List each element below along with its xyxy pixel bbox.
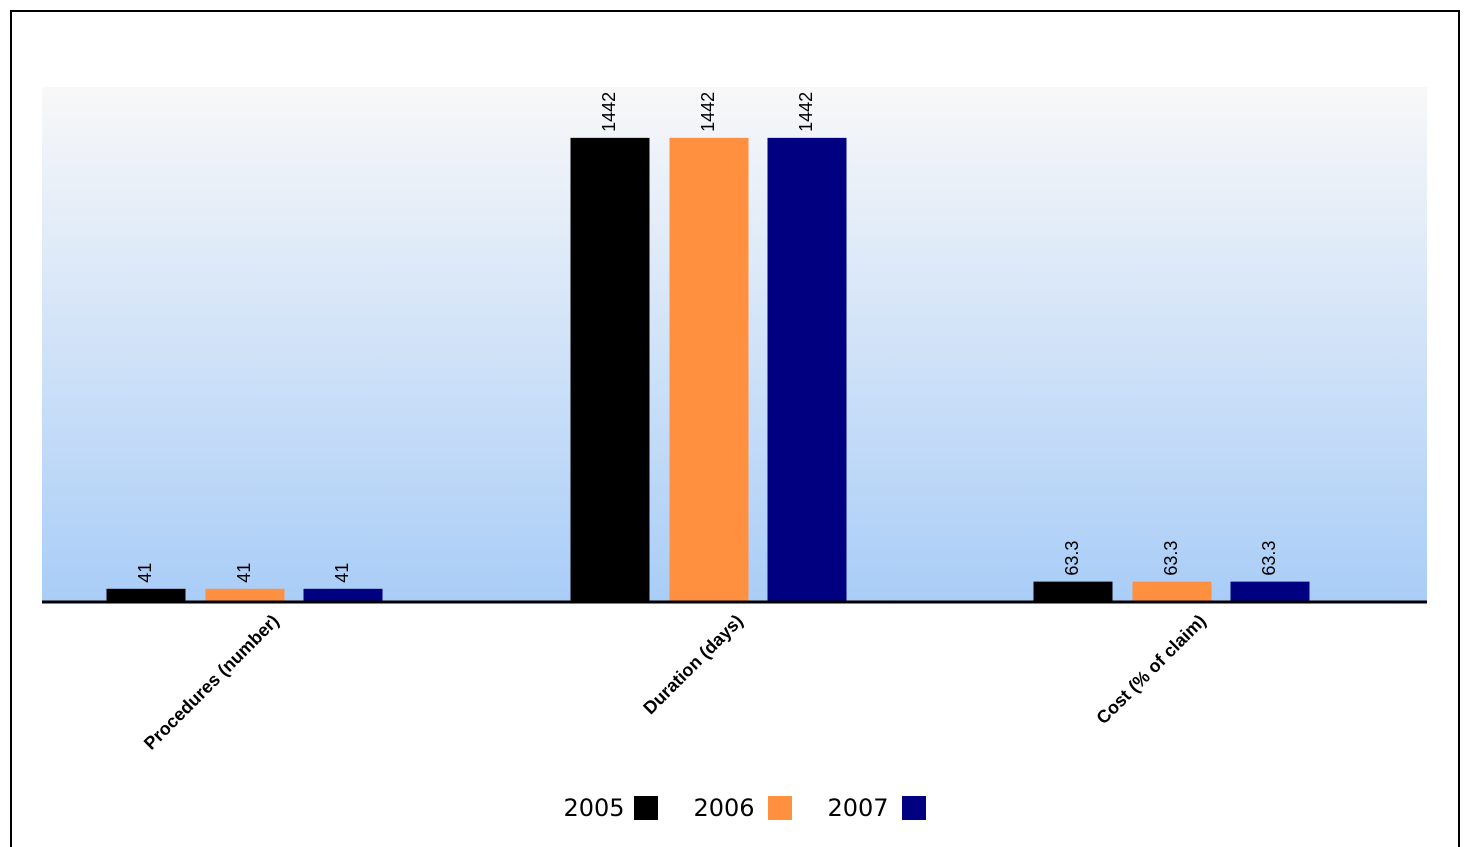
category-label-2: Cost (% of claim) bbox=[1092, 611, 1209, 728]
value-label-2007-0: 41 bbox=[332, 563, 352, 583]
legend-swatch-2006 bbox=[768, 796, 792, 820]
value-label-2005-0: 41 bbox=[135, 563, 155, 583]
value-label-2006-0: 41 bbox=[234, 563, 254, 583]
value-label-2007-1: 1442 bbox=[796, 92, 816, 132]
category-label-0: Procedures (number) bbox=[140, 611, 283, 754]
bar-2005-1 bbox=[570, 137, 650, 602]
value-label-2006-2: 63.3 bbox=[1161, 541, 1181, 576]
bar-2006-0 bbox=[205, 588, 285, 602]
value-labels-layer: 41 41 41 1442 1442 1442 63.3 63.3 63.3 bbox=[135, 92, 1279, 583]
bar-2007-1 bbox=[767, 137, 847, 602]
category-label-1: Duration (days) bbox=[639, 611, 746, 718]
legend-label-2005: 2005 bbox=[563, 794, 624, 822]
value-label-2005-1: 1442 bbox=[599, 92, 619, 132]
bar-chart: 41 41 41 1442 1442 1442 63.3 63.3 63.3 Procedure… bbox=[42, 87, 1427, 822]
bar-2005-0 bbox=[106, 588, 186, 602]
bar-2007-0 bbox=[303, 588, 383, 602]
value-label-2007-2: 63.3 bbox=[1259, 541, 1279, 576]
legend-label-2006: 2006 bbox=[693, 794, 754, 822]
category-labels-layer: Procedures (number) Duration (days) Cost (… bbox=[140, 611, 1210, 754]
bar-2005-2 bbox=[1033, 581, 1113, 602]
bar-2007-2 bbox=[1230, 581, 1310, 602]
legend-label-2007: 2007 bbox=[827, 794, 888, 822]
bar-2006-1 bbox=[669, 137, 749, 602]
value-label-2005-2: 63.3 bbox=[1062, 541, 1082, 576]
legend: 2005 2006 2007 bbox=[563, 794, 926, 822]
bars-layer bbox=[106, 137, 1310, 602]
value-label-2006-1: 1442 bbox=[698, 92, 718, 132]
legend-swatch-2005 bbox=[634, 796, 658, 820]
bar-2006-2 bbox=[1132, 581, 1212, 602]
chart-frame: 41 41 41 1442 1442 1442 63.3 63.3 63.3 Procedure… bbox=[10, 10, 1460, 847]
legend-swatch-2007 bbox=[902, 796, 926, 820]
